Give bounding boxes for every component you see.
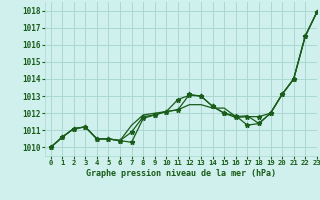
X-axis label: Graphe pression niveau de la mer (hPa): Graphe pression niveau de la mer (hPa) xyxy=(86,169,276,178)
